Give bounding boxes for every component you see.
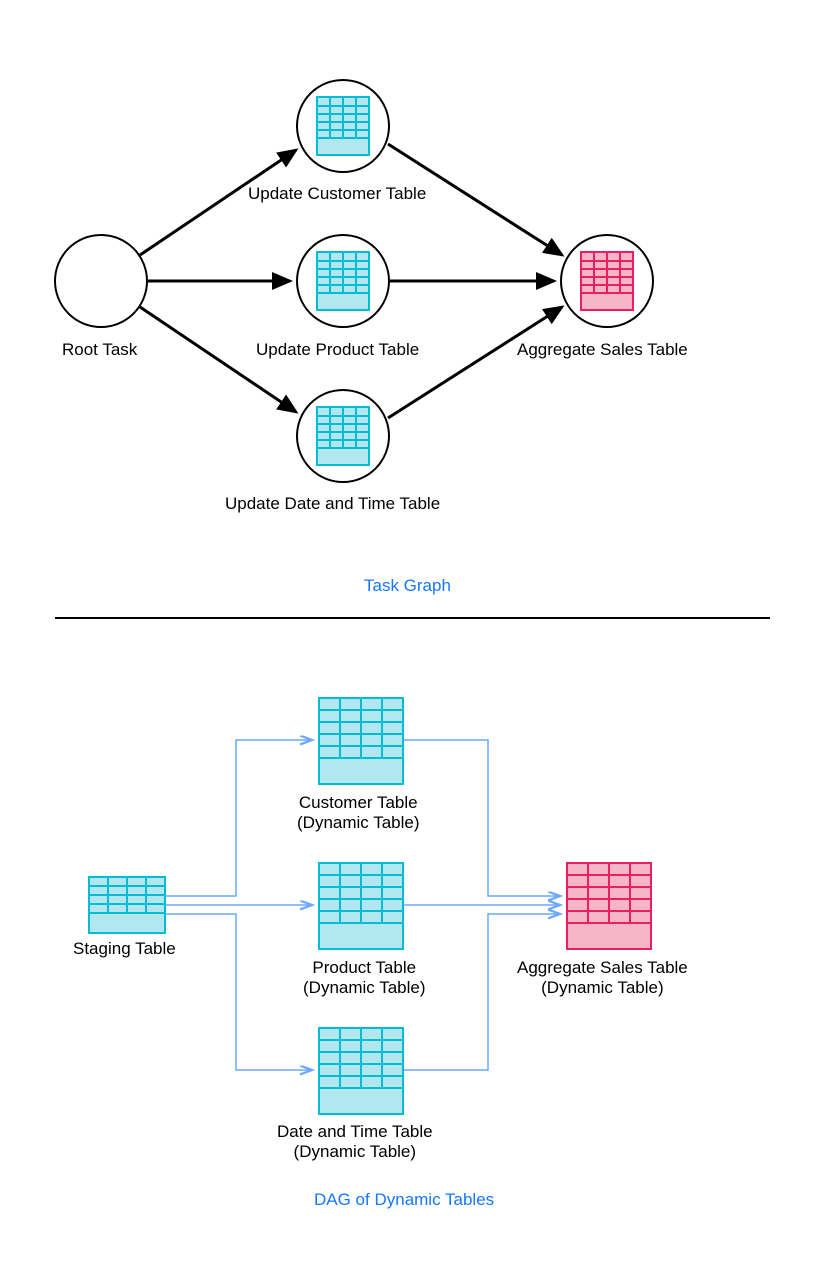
node-label: Product Table (Dynamic Table)	[303, 958, 426, 999]
node-label: Date and Time Table (Dynamic Table)	[277, 1122, 433, 1163]
table-icon	[318, 862, 404, 955]
table-icon	[318, 697, 404, 790]
table-icon	[316, 96, 370, 161]
node-label: Aggregate Sales Table	[517, 340, 688, 360]
table-icon	[88, 876, 166, 939]
table-icon	[316, 406, 370, 471]
table-icon	[566, 862, 652, 955]
diagram-canvas: Root Task Update Customer Table Update P…	[0, 0, 821, 1265]
node-label: Root Task	[62, 340, 137, 360]
node-label: Update Product Table	[256, 340, 419, 360]
table-icon	[316, 251, 370, 316]
table-icon	[580, 251, 634, 316]
section-title-dag: DAG of Dynamic Tables	[314, 1190, 494, 1210]
node-label: Aggregate Sales Table (Dynamic Table)	[517, 958, 688, 999]
section-title-task-graph: Task Graph	[364, 576, 451, 596]
node-label: Update Date and Time Table	[225, 494, 440, 514]
node-label: Customer Table (Dynamic Table)	[297, 793, 420, 834]
node-root-task	[54, 234, 148, 328]
table-icon	[318, 1027, 404, 1120]
node-label: Update Customer Table	[248, 184, 426, 204]
node-label: Staging Table	[73, 939, 176, 959]
